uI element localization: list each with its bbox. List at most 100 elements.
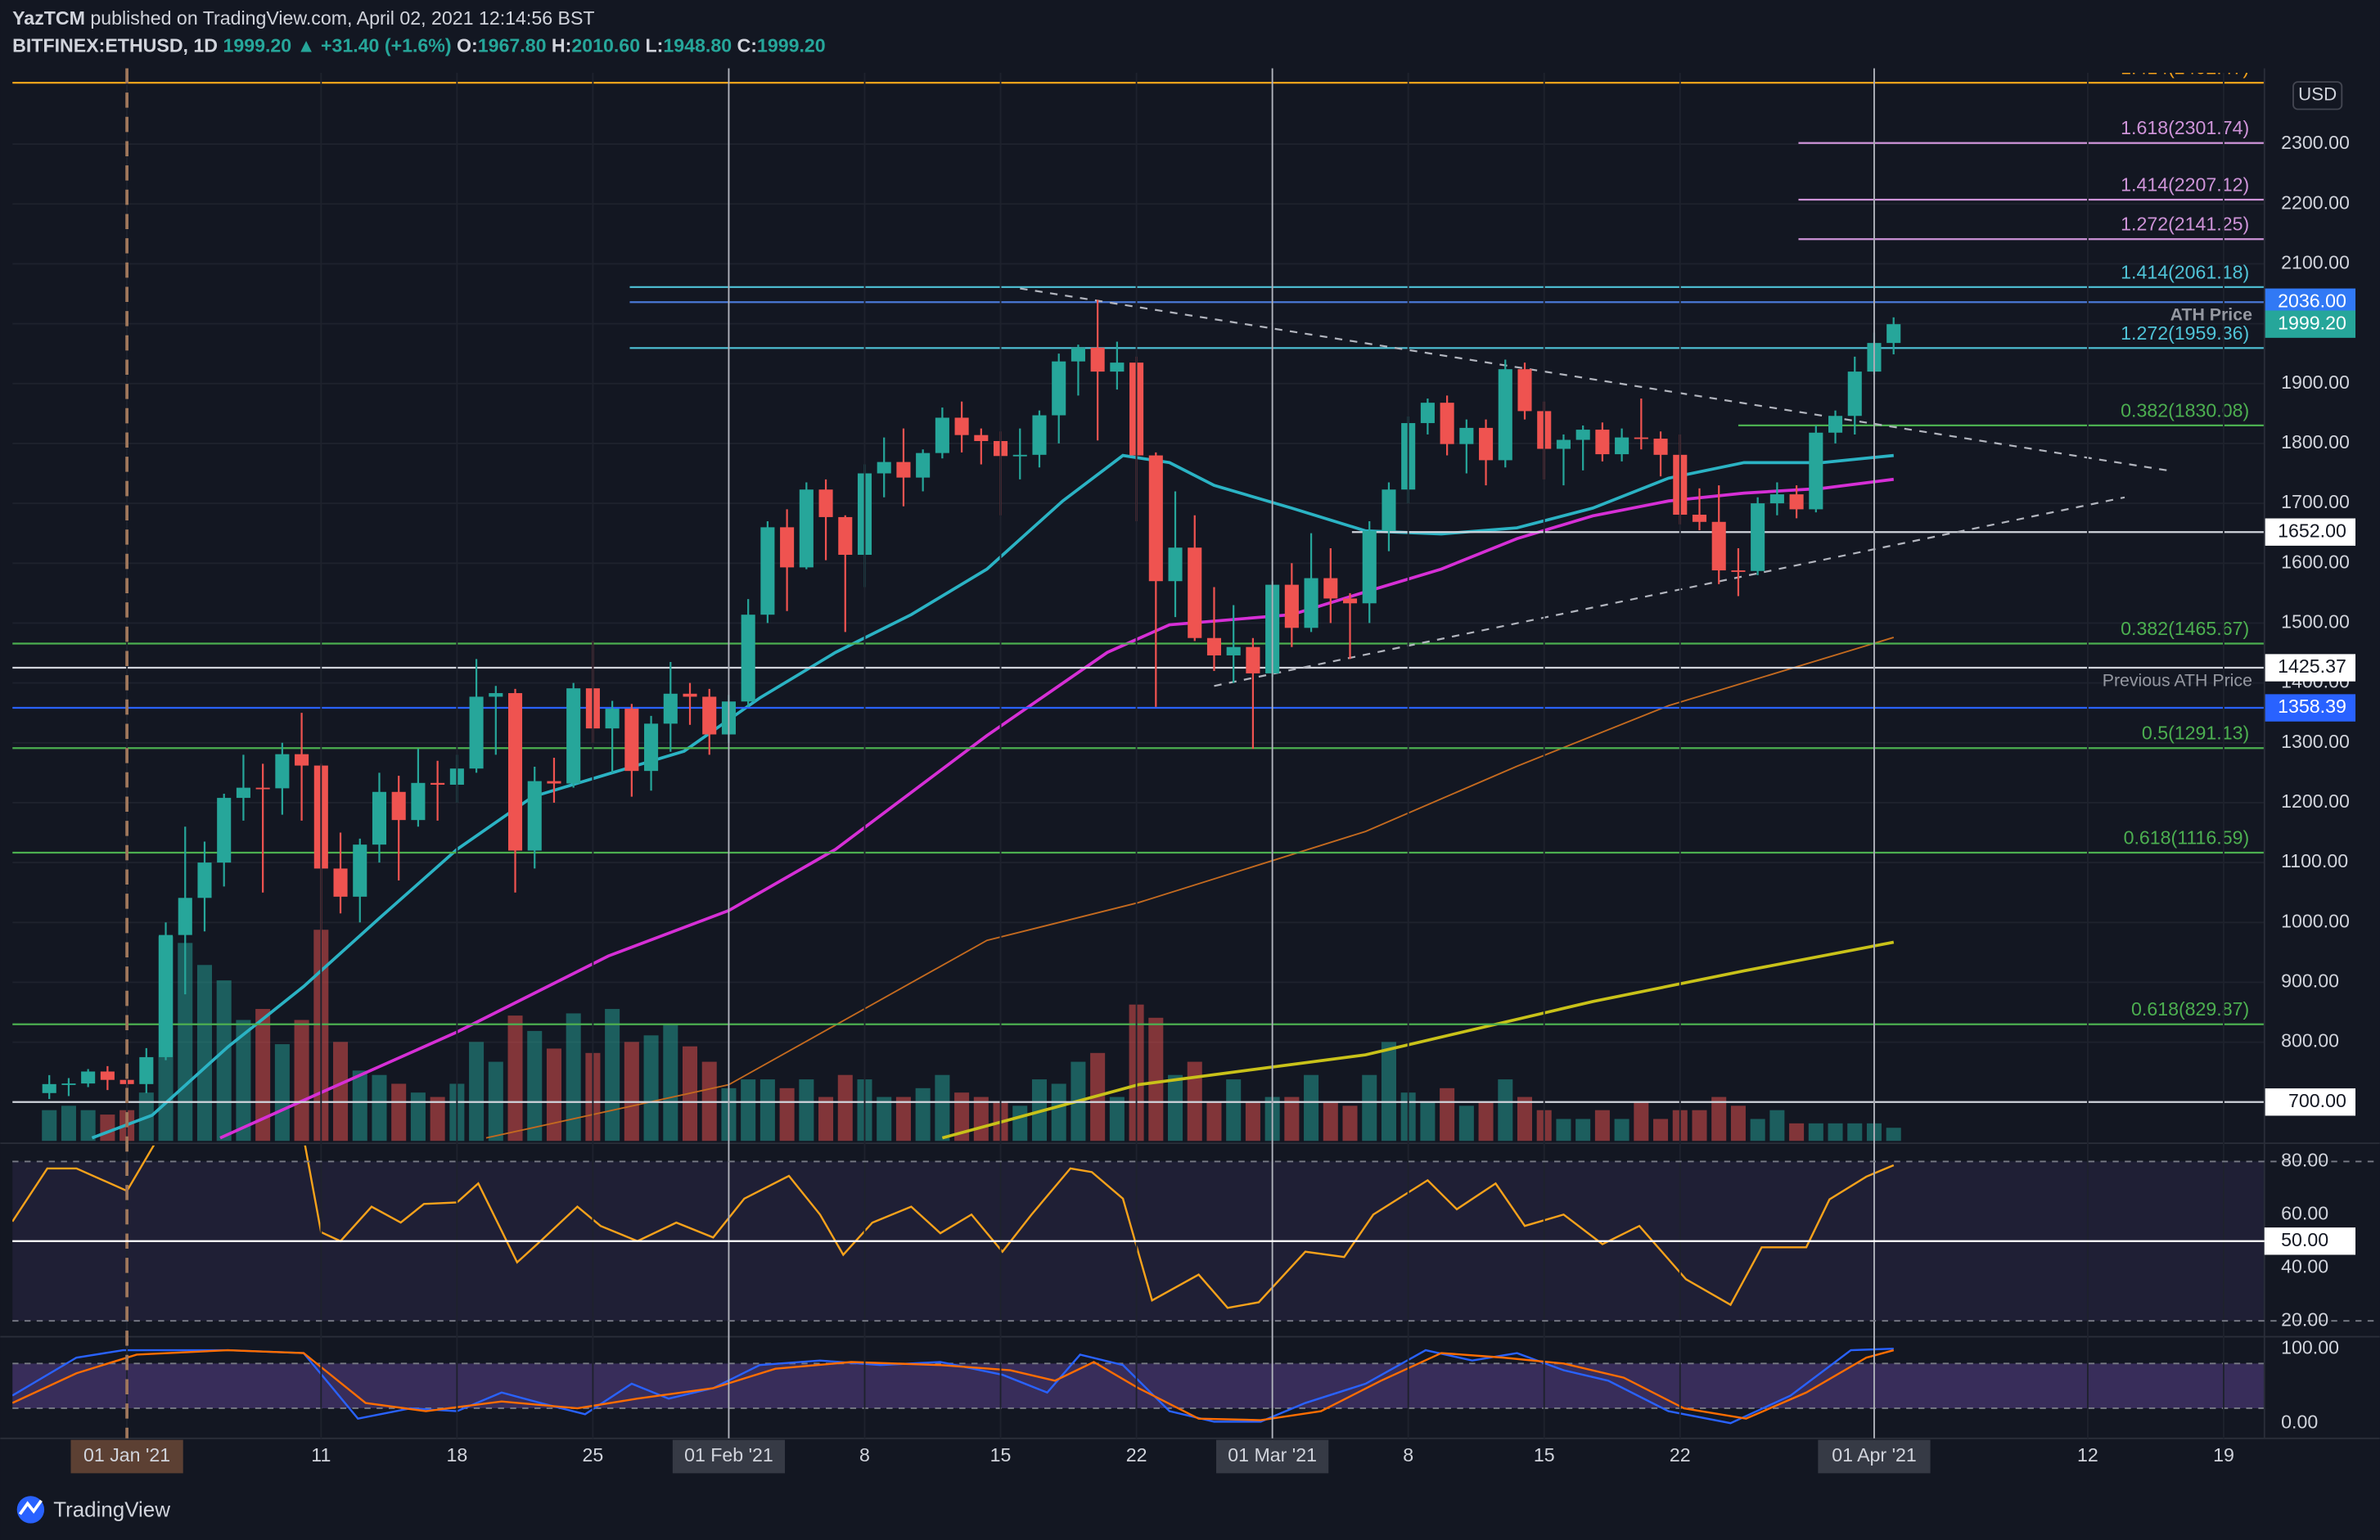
candle-body [1459, 427, 1474, 444]
volume-bar [1556, 1119, 1571, 1141]
volume-bar [1808, 1123, 1823, 1141]
candle-body [818, 489, 833, 517]
volume-bar [1575, 1119, 1591, 1141]
candle-body [1556, 439, 1571, 449]
volume-bar [837, 1074, 853, 1141]
rsi-line [12, 1145, 1895, 1309]
symbol: BITFINEX:ETHUSD, 1D [12, 35, 218, 56]
candle-body [1692, 514, 1707, 522]
candle-body [275, 754, 290, 789]
c-key: C: [737, 35, 757, 56]
volume-bar [760, 1079, 775, 1141]
volume-bar [196, 965, 213, 1141]
candle-body [1789, 494, 1804, 510]
y-tick-label: 2200.00 [2281, 191, 2350, 213]
candle-body [159, 934, 174, 1057]
level-label: 1.414(2207.12) [2121, 173, 2249, 195]
candle-body [1751, 503, 1765, 571]
candle-body [838, 516, 853, 556]
level-label: 0.5(1291.13) [2142, 723, 2249, 744]
price-tag-label: 2036.00 [2278, 290, 2346, 311]
candle-body [1012, 454, 1027, 457]
candle-body [1886, 324, 1901, 344]
volume-bar [42, 1110, 57, 1141]
y-tick-label: 800.00 [2281, 1030, 2339, 1051]
rsi-tick-label: 20.00 [2281, 1308, 2328, 1330]
volume-bar [410, 1092, 426, 1141]
candle-body [430, 782, 445, 785]
candle-body [1168, 547, 1183, 582]
l-val: 1948.80 [663, 35, 732, 56]
candle-body [178, 898, 192, 935]
y-tick-label: 1700.00 [2281, 491, 2350, 512]
volume-bar [1458, 1105, 1474, 1141]
candle-body [411, 782, 426, 821]
candle-body [197, 862, 212, 898]
volume-bar [643, 1035, 659, 1141]
candle-body [372, 791, 387, 845]
candle-body [100, 1071, 115, 1080]
candle-body [760, 527, 775, 615]
volume-bar [1148, 1017, 1164, 1141]
y-tick-label: 1000.00 [2281, 910, 2350, 931]
x-tick-label: 01 Feb '21 [684, 1444, 773, 1466]
volume-bar [1420, 1101, 1436, 1141]
level-note: Previous ATH Price [2103, 670, 2252, 690]
rsi-mid-tag [2264, 1227, 2356, 1255]
y-tick-label: 2300.00 [2281, 132, 2350, 153]
candle-body [624, 709, 639, 772]
candle-body [217, 798, 232, 863]
volume-bar [973, 1096, 989, 1141]
volume-bar [663, 1024, 678, 1141]
candle-body [1362, 530, 1377, 604]
volume-bar [236, 1020, 251, 1141]
volume-bar [255, 1009, 271, 1141]
candle-body [1071, 347, 1085, 362]
c-val: 1999.20 [757, 35, 826, 56]
currency-box [2292, 81, 2343, 110]
candle-body [1090, 347, 1105, 372]
volume-bar [100, 1114, 115, 1141]
candle-body [877, 462, 891, 474]
candle-body [780, 527, 795, 568]
candle-body [1615, 437, 1629, 455]
y-tick-label: 900.00 [2281, 970, 2339, 992]
volume-bar [1012, 1105, 1028, 1141]
change: ▲ +31.40 (+1.6%) [297, 35, 452, 56]
candle-body [391, 791, 406, 821]
candle-body [916, 453, 931, 478]
volume-bar [741, 1079, 756, 1141]
y-tick-label: 1800.00 [2281, 431, 2350, 453]
o-val: 1967.80 [478, 35, 547, 56]
candle-body [295, 754, 309, 766]
candle-body [566, 688, 581, 784]
level-label: 1.272(2141.25) [2121, 214, 2249, 235]
y-tick-label: 1300.00 [2281, 731, 2350, 752]
volume-bar [61, 1105, 76, 1141]
price-tag-label: 700.00 [2288, 1090, 2346, 1111]
stoch-line [12, 1347, 1894, 1425]
candle-body [527, 781, 542, 851]
volume-bar [546, 1048, 561, 1141]
candle-body [663, 693, 678, 724]
volume-bar [527, 1030, 543, 1141]
volume-bar [1692, 1110, 1707, 1141]
price-tag-label: 1425.37 [2278, 655, 2346, 677]
volume-bar [1284, 1096, 1300, 1141]
x-tick-label: 18 [446, 1444, 467, 1466]
price-tag-label: 1652.00 [2278, 520, 2346, 541]
volume-bar [1594, 1110, 1610, 1141]
candle-body [1634, 437, 1648, 439]
published: published on TradingView.com, April 02, … [90, 7, 594, 29]
trend-line [1020, 287, 2168, 471]
logo-glyph [18, 1499, 43, 1515]
volume-bar [1109, 1096, 1125, 1141]
volume-bar [507, 1015, 523, 1141]
candle-body [1575, 430, 1590, 440]
symbol-line: BITFINEX:ETHUSD, 1D 1999.20 ▲ +31.40 (+1… [12, 35, 826, 56]
candle-body [1148, 455, 1163, 582]
volume-bar [1886, 1128, 1901, 1141]
candle-body [1382, 489, 1396, 531]
volume-bar [954, 1092, 970, 1141]
